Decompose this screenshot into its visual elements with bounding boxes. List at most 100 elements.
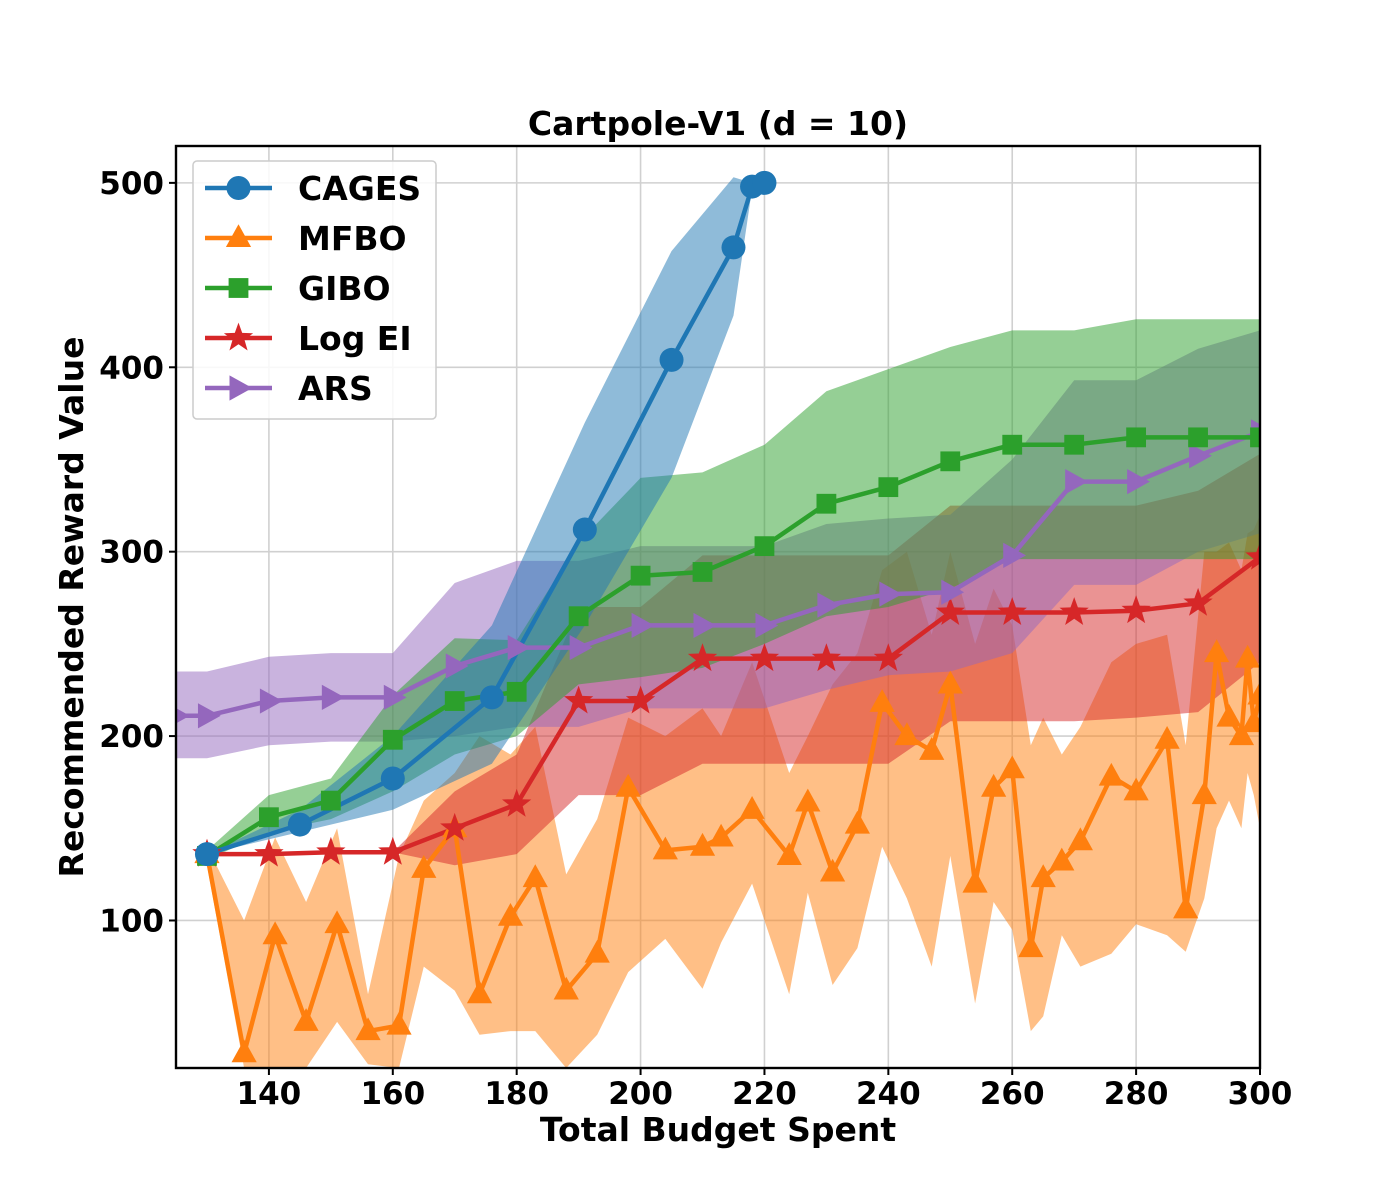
mfbo-point <box>652 836 678 860</box>
log-ei-point <box>1059 597 1089 625</box>
legend-cages-label: CAGES <box>298 169 421 208</box>
ars-point <box>507 634 531 661</box>
mfbo-point <box>553 976 579 1000</box>
mfbo-point <box>324 910 350 934</box>
mfbo-point <box>1228 722 1255 746</box>
mfbo-point <box>231 1039 257 1063</box>
mfbo-point <box>1247 681 1260 705</box>
gibo-point <box>878 477 899 498</box>
cages-point <box>572 517 597 542</box>
ars-point <box>176 708 190 724</box>
gibo-point <box>940 451 961 472</box>
log-ei-line <box>207 555 1260 857</box>
ars-point <box>1065 469 1088 495</box>
log-ei-point <box>440 812 470 841</box>
cages-point <box>194 842 219 867</box>
x-axis-title: Total Budget Spent <box>540 1110 896 1149</box>
mfbo-point <box>1191 781 1217 805</box>
log-ei-point <box>997 597 1027 625</box>
ars-point <box>197 703 221 729</box>
ars-point <box>755 612 779 639</box>
mfbo-point <box>937 670 963 694</box>
legend: CAGES MFBO GIBO Log EI ARS <box>192 160 437 420</box>
x-axis-ticks: 140 160 180 200 220 240 260 280 300 <box>237 1068 1293 1112</box>
x-tick-label: 160 <box>360 1076 425 1112</box>
ars-point <box>879 581 903 607</box>
x-tick-label: 180 <box>484 1076 549 1112</box>
x-tick-label: 200 <box>608 1076 673 1112</box>
mfbo-point <box>466 980 493 1004</box>
log-ei-point <box>749 643 780 672</box>
mfbo-point <box>1154 725 1180 749</box>
y-tick-label: 500 <box>99 166 164 202</box>
mfbo-point <box>739 796 765 819</box>
log-ei-point <box>564 685 594 714</box>
log-ei-point <box>811 643 841 672</box>
mfbo-point <box>615 773 641 797</box>
mfbo-point <box>1173 895 1199 919</box>
log-ei-point <box>1245 541 1260 570</box>
mfbo-point <box>819 858 846 882</box>
mfbo-point <box>497 902 524 926</box>
log-ei-point <box>625 685 656 714</box>
legend-gibo-label: GIBO <box>298 269 391 308</box>
mfbo-point <box>1123 777 1149 801</box>
log-ei-point <box>873 643 903 672</box>
ars-point <box>1127 469 1150 495</box>
mfbo-point <box>962 869 988 893</box>
legend-mfbo-label: MFBO <box>298 219 407 258</box>
gibo-line <box>205 435 1260 858</box>
gibo-point <box>1188 427 1208 448</box>
x-tick-label: 280 <box>1104 1076 1169 1112</box>
gibo-point <box>1250 427 1260 448</box>
legend-ars-label: ARS <box>298 369 373 408</box>
log-ei-point <box>935 597 965 625</box>
ars-point <box>321 684 345 710</box>
gibo-point <box>444 691 465 711</box>
mfbo-point <box>386 1011 412 1035</box>
legend-cages-marker <box>226 176 251 200</box>
cages-point <box>479 685 504 710</box>
cages-band <box>207 177 765 855</box>
gibo-point <box>630 565 651 586</box>
y-tick-label: 200 <box>99 719 164 755</box>
mfbo-point <box>1204 639 1230 663</box>
mfbo-point <box>1241 709 1260 733</box>
ars-point <box>941 579 965 605</box>
gibo-point <box>754 536 775 557</box>
mfbo-point <box>411 855 437 878</box>
mfbo-point <box>894 722 920 746</box>
gibo-point <box>259 807 279 828</box>
log-ei-point <box>687 643 718 672</box>
legend-log-ei-label: Log EI <box>298 319 412 358</box>
mfbo-point <box>584 939 610 963</box>
x-tick-label: 140 <box>237 1076 302 1112</box>
gibo-point <box>816 493 837 514</box>
mfbo-point <box>869 689 895 712</box>
log-ei-point <box>254 838 284 867</box>
x-tick-label: 260 <box>980 1076 1045 1112</box>
mfbo-point <box>1098 762 1124 786</box>
ars-point <box>693 612 717 639</box>
y-tick-label: 400 <box>99 350 164 386</box>
ars-point <box>817 592 841 618</box>
gibo-point <box>382 729 403 750</box>
chart-title: Cartpole-V1 (d = 10) <box>528 104 908 143</box>
cages-point <box>287 812 312 837</box>
legend-frame <box>192 160 437 420</box>
ars-point <box>569 634 593 661</box>
mfbo-point <box>262 921 288 945</box>
ars-point <box>259 688 283 714</box>
ars-point <box>445 653 469 679</box>
mfbo-point <box>981 773 1007 797</box>
x-tick-label: 300 <box>1228 1076 1293 1112</box>
log-ei-point <box>378 836 408 865</box>
plot-frame <box>174 144 1262 1070</box>
x-tick-label: 240 <box>856 1076 921 1112</box>
mfbo-point <box>1216 703 1242 727</box>
legend-mfbo-marker <box>225 224 252 247</box>
log-ei-point <box>1183 587 1213 616</box>
ars-point <box>631 612 655 639</box>
mfbo-point <box>844 810 870 834</box>
